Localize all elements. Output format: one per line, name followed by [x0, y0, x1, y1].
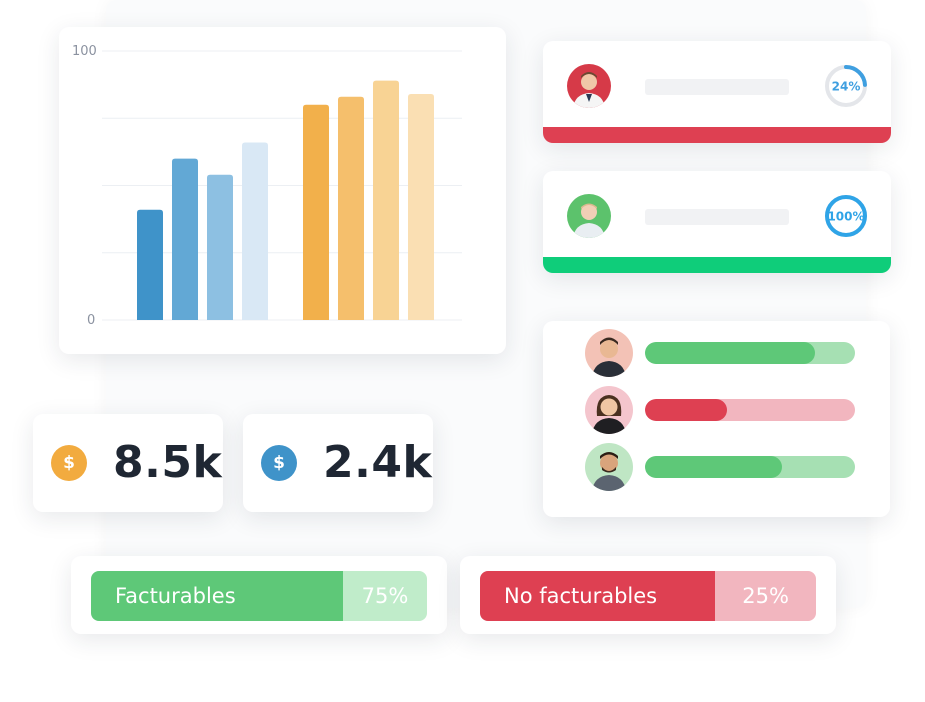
team-member-row[interactable] [585, 329, 855, 379]
person-avatar-icon [585, 329, 633, 377]
member-progress-fill [645, 399, 727, 421]
status-stripe-red [543, 127, 891, 143]
name-placeholder-bar [645, 79, 789, 95]
dollar-coin-icon: $ [51, 445, 87, 481]
member-avatar [585, 443, 633, 491]
revenue-stat-card: $ 2.4k [243, 414, 433, 512]
bar-series-1-1 [137, 209, 163, 320]
bar-series-2-3 [373, 80, 399, 320]
team-member-row[interactable] [585, 443, 855, 493]
y-tick-max: 100 [72, 44, 97, 59]
non-billable-bar[interactable]: No facturables 25% [480, 571, 816, 621]
bar-chart: 100 0 [72, 44, 462, 328]
person-avatar-icon [567, 64, 611, 108]
person-avatar-icon [585, 443, 633, 491]
name-placeholder-bar [645, 209, 789, 225]
progress-ring: 24% [825, 65, 867, 107]
member-progress-fill [645, 342, 816, 364]
billable-percent: 75% [343, 571, 427, 621]
team-progress-card [543, 321, 890, 517]
billable-label: Facturables [91, 571, 343, 621]
non-billable-card: No facturables 25% [460, 556, 836, 634]
bar-series-1-4 [242, 142, 268, 320]
bar-series-2-1 [303, 104, 329, 320]
user-avatar [567, 194, 611, 238]
bar-series-1-3 [207, 174, 233, 320]
billable-bar[interactable]: Facturables 75% [91, 571, 427, 621]
progress-ring: 100% [825, 195, 867, 237]
member-progress-bar [645, 399, 855, 421]
bar-series-2-4 [408, 94, 434, 320]
status-stripe-green [543, 257, 891, 273]
member-progress-bar [645, 456, 855, 478]
bar-chart-card: 100 0 [59, 27, 506, 354]
user-avatar [567, 64, 611, 108]
member-avatar [585, 329, 633, 377]
bar-series-1-2 [172, 158, 198, 320]
bar-series-2-2 [338, 96, 364, 320]
billable-card: Facturables 75% [71, 556, 447, 634]
progress-percent: 100% [827, 210, 864, 224]
progress-percent: 24% [832, 80, 861, 94]
revenue-stat-card: $ 8.5k [33, 414, 223, 512]
person-avatar-icon [585, 386, 633, 434]
user-progress-card[interactable]: 24% [543, 41, 891, 143]
dollar-coin-icon: $ [261, 445, 297, 481]
team-member-row[interactable] [585, 386, 855, 436]
user-progress-card[interactable]: 100% [543, 171, 891, 273]
stat-value: 2.4k [323, 437, 433, 488]
y-tick-min: 0 [87, 313, 95, 328]
chart-bars [137, 80, 434, 320]
member-progress-bar [645, 342, 855, 364]
non-billable-label: No facturables [480, 571, 716, 621]
member-avatar [585, 386, 633, 434]
person-avatar-icon [567, 194, 611, 238]
member-progress-fill [645, 456, 782, 478]
non-billable-percent: 25% [715, 571, 816, 621]
stat-value: 8.5k [113, 437, 223, 488]
